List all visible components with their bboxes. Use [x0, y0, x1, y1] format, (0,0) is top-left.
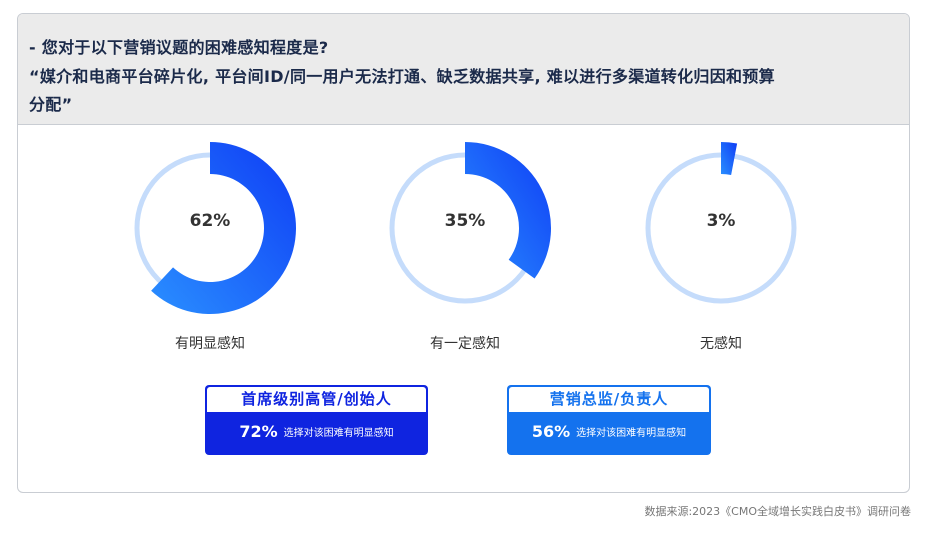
donut-chart-3: 3% 无感知 [636, 142, 806, 352]
callout-body: 56% 选择对该困难有明显感知 [507, 421, 711, 441]
chart-card: - 您对于以下营销议题的困难感知程度是? “媒介和电商平台碎片化, 平台间ID/… [17, 13, 910, 493]
donut-segment [151, 142, 296, 314]
donut-value-label-1: 62% [189, 211, 231, 231]
question-header: - 您对于以下营销议题的困难感知程度是? “媒介和电商平台碎片化, 平台间ID/… [18, 14, 909, 125]
donut-svg-3 [645, 142, 797, 304]
donut-category-label-3: 无感知 [700, 336, 742, 352]
donut-value-label-3: 3% [706, 211, 736, 231]
donut-chart-1: 62% 有明显感知 [125, 142, 296, 352]
callout-percent: 56% [531, 422, 571, 441]
donut-segment [465, 142, 551, 279]
source-note: 数据来源:2023《CMO全域增长实践白皮书》调研问卷 [644, 505, 911, 518]
callout-description: 选择对该困难有明显感知 [283, 428, 394, 439]
donut-svg-2 [389, 142, 551, 304]
donut-value-label-2: 35% [444, 211, 486, 231]
donut-svg-1 [134, 142, 296, 314]
donut-chart-2: 35% 有一定感知 [380, 142, 551, 352]
question-statement-line2: 分配” [29, 95, 73, 114]
callout-body: 72% 选择对该困难有明显感知 [205, 421, 428, 441]
question-title: - 您对于以下营销议题的困难感知程度是? [29, 38, 329, 57]
donut-category-label-2: 有一定感知 [430, 336, 500, 352]
callout-title: 首席级别高管/创始人 [207, 387, 426, 412]
donut-segment [721, 142, 738, 175]
callout-executives: 首席级别高管/创始人 72% 选择对该困难有明显感知 [205, 385, 428, 455]
question-statement-line1: “媒介和电商平台碎片化, 平台间ID/同一用户无法打通、缺乏数据共享, 难以进行… [29, 67, 775, 86]
callout-percent: 72% [239, 422, 278, 441]
callout-title: 营销总监/负责人 [509, 387, 709, 412]
callout-marketing-directors: 营销总监/负责人 56% 选择对该困难有明显感知 [507, 385, 711, 455]
donut-category-label-1: 有明显感知 [175, 336, 245, 352]
callout-description: 选择对该困难有明显感知 [576, 428, 687, 439]
